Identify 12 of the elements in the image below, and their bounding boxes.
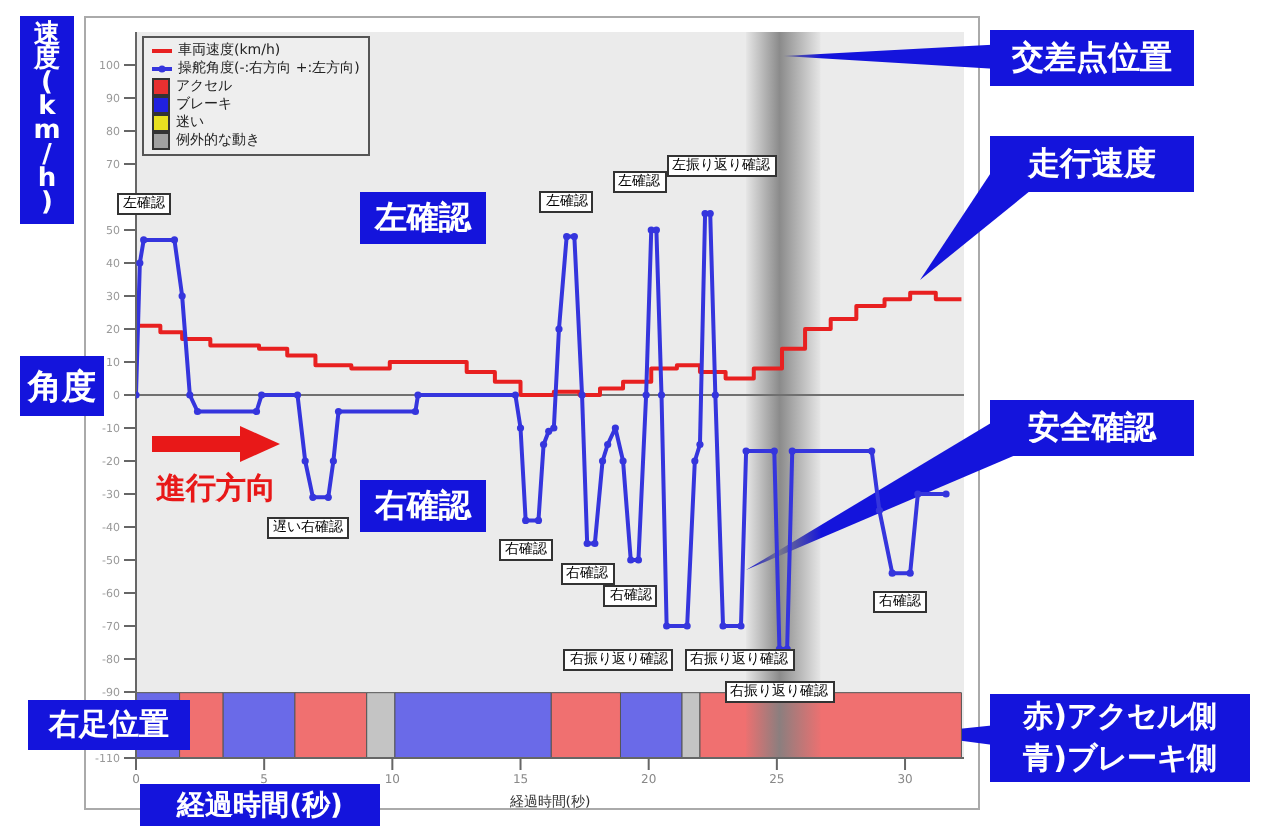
band-label: 交差点位置 — [990, 30, 1194, 86]
y-axis-title: 速度(km/h) — [33, 20, 61, 218]
annotation: 右足位置 — [28, 700, 190, 750]
text: 安全確認 — [990, 400, 1194, 456]
text: 青)ブレーキ側 — [1021, 737, 1219, 779]
annotation: 進行方向 — [154, 468, 278, 508]
annotation: 左確認 — [360, 192, 486, 244]
text: 走行速度 — [990, 136, 1194, 192]
annotation: 右確認 — [360, 480, 486, 532]
x-axis-title: 経過時間(秒) — [140, 784, 380, 826]
text: 角度 — [20, 356, 104, 416]
text: 赤)アクセル側 — [1021, 695, 1219, 737]
